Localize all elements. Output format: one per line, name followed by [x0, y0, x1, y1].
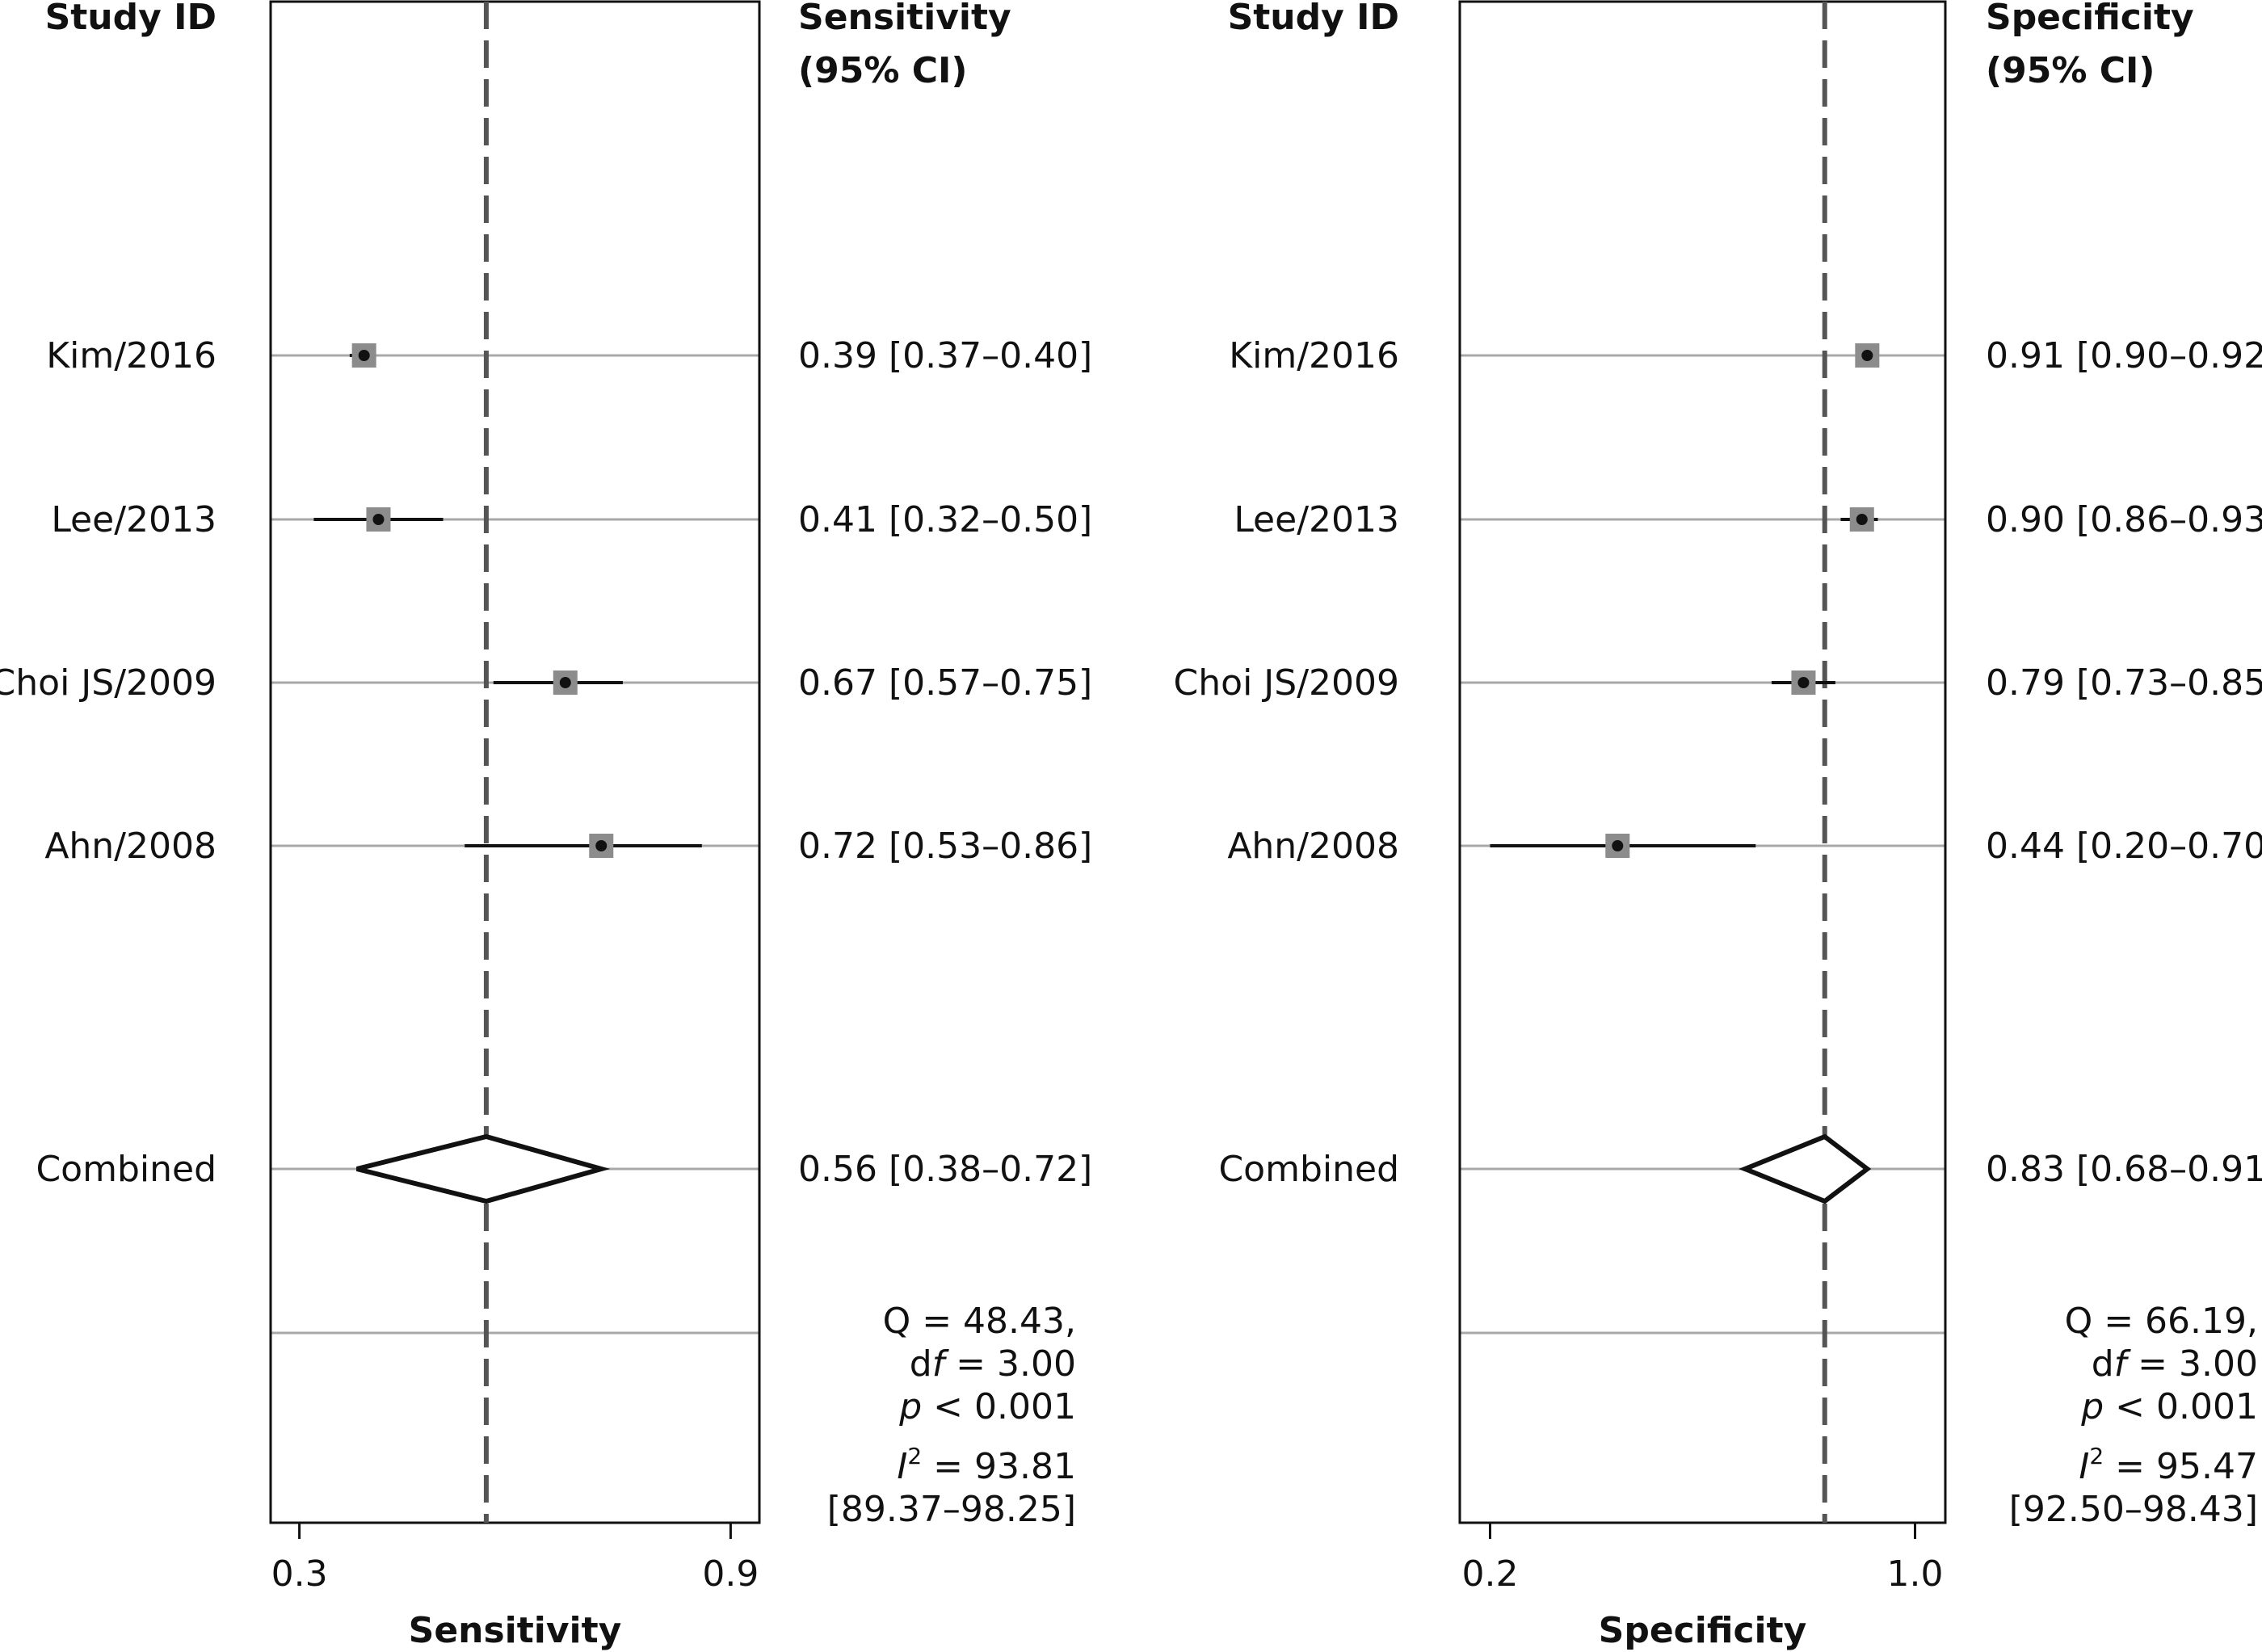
- spec-estimate-point: [1612, 840, 1624, 851]
- spec-stat-i2: I2 = 95.47: [2079, 1443, 2258, 1487]
- sens-combined-diamond: [356, 1133, 611, 1204]
- sens-study-label: Ahn/2008: [44, 826, 217, 867]
- spec-x-axis-title: Specificity: [1599, 1610, 1807, 1651]
- spec-plot-frame: [1458, 0, 1947, 1524]
- sens-plot-frame: [269, 0, 761, 1524]
- spec-estimate-point: [1797, 677, 1810, 688]
- spec-stat-df-value: = 3.00: [2126, 1343, 2258, 1385]
- spec-study-label: Ahn/2008: [1227, 826, 1399, 867]
- spec-estimate-header: Specificity: [1986, 0, 2194, 38]
- sens-study-label: Kim/2016: [46, 335, 217, 376]
- sens-stat-df-d: d: [910, 1343, 932, 1385]
- sens-study-id-header: Study ID: [45, 0, 217, 38]
- spec-estimate-text: 0.90 [0.86–0.93]: [1986, 499, 2262, 540]
- spec-study-label: Lee/2013: [1234, 499, 1399, 540]
- spec-study-label: Kim/2016: [1229, 335, 1399, 376]
- sens-study-label: Choi JS/2009: [0, 662, 217, 704]
- spec-stat-i2-value: = 95.47: [2104, 1446, 2258, 1487]
- sens-stat-i2-sup: 2: [907, 1443, 922, 1469]
- spec-estimate-text: 0.79 [0.73–0.85]: [1986, 662, 2262, 704]
- spec-x-tick-label: 0.2: [1461, 1553, 1518, 1595]
- spec-stat-df-d: d: [2092, 1343, 2114, 1385]
- spec-combined-label: Combined: [1218, 1149, 1399, 1190]
- spec-estimate-point: [1861, 350, 1873, 361]
- spec-stat-i2-ci: [92.50–98.43]: [2009, 1489, 2258, 1530]
- spec-estimate-text: 0.44 [0.20–0.70]: [1986, 826, 2262, 867]
- sens-stat-i2-value: = 93.81: [922, 1446, 1076, 1487]
- sens-stat-df: df = 3.00: [910, 1343, 1076, 1385]
- spec-estimate-text: 0.91 [0.90–0.92]: [1986, 335, 2262, 376]
- sens-stat-p-letter: p: [898, 1386, 922, 1427]
- spec-stat-i2-letter: I: [2079, 1446, 2089, 1487]
- spec-estimate-point: [1856, 514, 1868, 525]
- sens-estimate-text: 0.39 [0.37–0.40]: [798, 335, 1092, 376]
- spec-ci-header: (95% CI): [1986, 50, 2155, 91]
- spec-combined-text: 0.83 [0.68–0.91]: [1986, 1149, 2262, 1190]
- spec-stat-q: Q = 66.19,: [2065, 1301, 2258, 1342]
- spec-stat-p: p < 0.001: [2080, 1386, 2258, 1427]
- sens-estimate-text: 0.72 [0.53–0.86]: [798, 826, 1092, 867]
- sens-stat-q: Q = 48.43,: [883, 1301, 1076, 1342]
- sens-stat-i2: I2 = 93.81: [897, 1443, 1076, 1487]
- sens-estimate-text: 0.67 [0.57–0.75]: [798, 662, 1092, 704]
- sens-estimate-point: [559, 677, 571, 688]
- sens-x-axis-title: Sensitivity: [409, 1610, 622, 1651]
- spec-x-tick-label: 1.0: [1887, 1553, 1944, 1595]
- spec-combined-diamond: [1739, 1133, 1872, 1204]
- sens-combined-label: Combined: [36, 1149, 217, 1190]
- spec-stat-df: df = 3.00: [2092, 1343, 2258, 1385]
- spec-stat-p-letter: p: [2080, 1386, 2104, 1427]
- spec-panel: Study ID Specificity (95% CI) Kim/2016 0.91 …: [1174, 0, 2262, 1651]
- sens-stat-df-value: = 3.00: [944, 1343, 1076, 1385]
- sens-x-tick-label: 0.9: [702, 1553, 759, 1595]
- sens-estimate-point: [595, 840, 608, 851]
- sens-ci-header: (95% CI): [798, 50, 968, 91]
- spec-stat-p-value: < 0.001: [2104, 1386, 2258, 1427]
- sens-stat-i2-letter: I: [897, 1446, 907, 1487]
- sens-estimate-point: [358, 350, 370, 361]
- sens-stat-p: p < 0.001: [898, 1386, 1076, 1427]
- spec-study-id-header: Study ID: [1228, 0, 1399, 38]
- sens-stat-i2-ci: [89.37–98.25]: [827, 1489, 1076, 1530]
- sens-study-label: Lee/2013: [51, 499, 217, 540]
- sens-estimate-text: 0.41 [0.32–0.50]: [798, 499, 1092, 540]
- spec-study-label: Choi JS/2009: [1174, 662, 1399, 704]
- sens-stat-p-value: < 0.001: [922, 1386, 1076, 1427]
- sens-estimate-point: [372, 514, 385, 525]
- spec-stat-i2-sup: 2: [2089, 1443, 2104, 1469]
- sens-combined-text: 0.56 [0.38–0.72]: [798, 1149, 1092, 1190]
- sens-estimate-header: Sensitivity: [798, 0, 1011, 38]
- sens-panel: Study ID Sensitivity (95% CI) Kim/2016 0.39 …: [0, 0, 1092, 1651]
- sens-x-tick-label: 0.3: [271, 1553, 328, 1595]
